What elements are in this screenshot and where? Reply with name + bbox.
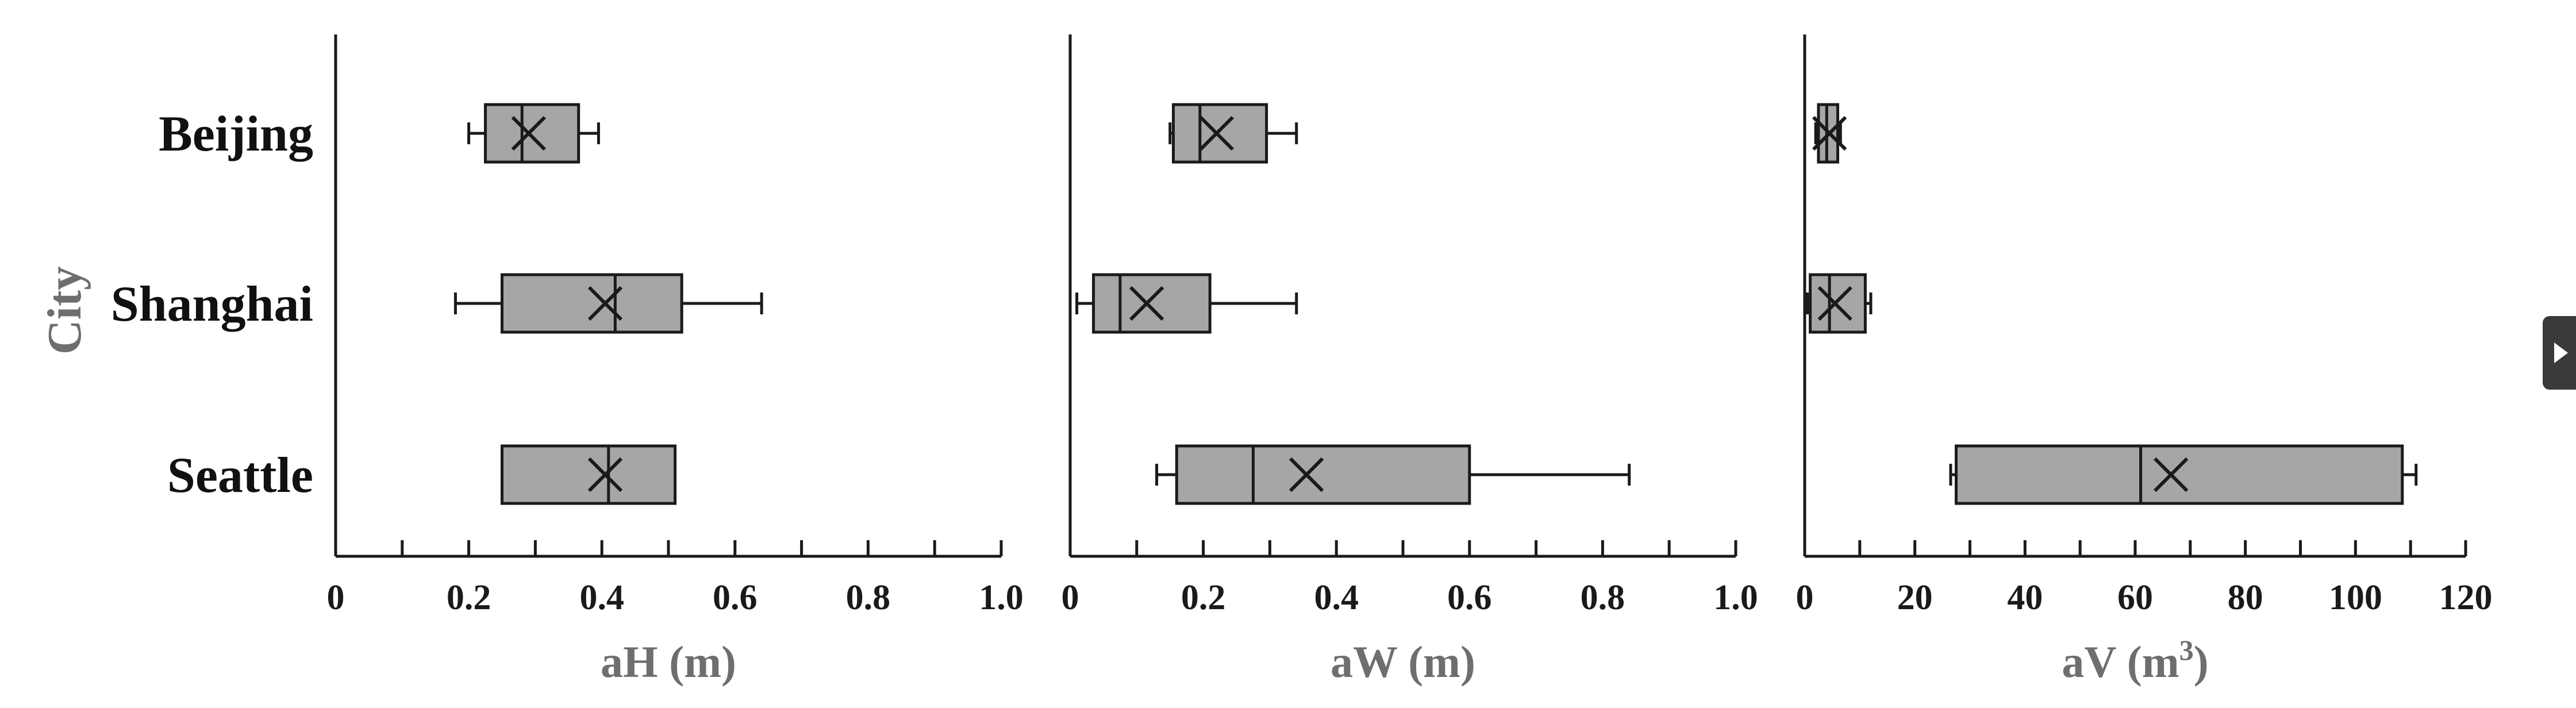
panel-3-tick-label: 100 <box>2329 578 2382 617</box>
panel-2-tick-label: 0.8 <box>1581 578 1625 617</box>
panel-1-tick-label: 1.0 <box>979 578 1024 617</box>
panel-1-tick-label: 0 <box>327 578 345 617</box>
panel-3-tick-label: 60 <box>2117 578 2153 617</box>
panel-3-tick-label: 20 <box>1897 578 1933 617</box>
panel-1-shanghai-box <box>501 273 683 334</box>
panel-2-tick-label: 0.6 <box>1447 578 1492 617</box>
panel-2-beijing-mean-marker <box>1199 116 1234 151</box>
panel-3-shanghai-mean-marker <box>1817 286 1852 321</box>
panel-2-seattle-mean-marker <box>1289 457 1324 492</box>
panel-1-shanghai-mean-marker <box>587 286 623 321</box>
panel-1-x-axis-title: aH (m) <box>601 637 736 687</box>
panel-3-tick-label: 80 <box>2228 578 2263 617</box>
panel-2-tick-label: 0.4 <box>1314 578 1359 617</box>
panel-3-x-axis-title-superscript: 3 <box>2179 634 2194 666</box>
panel-1-tick-label: 0.6 <box>713 578 758 617</box>
panel-1-tick-label: 0.8 <box>846 578 891 617</box>
panel-1-beijing-box <box>484 103 580 164</box>
panel-2-seattle-box <box>1175 444 1471 505</box>
panel-3-seattle-box <box>1955 444 2404 505</box>
panel-2-x-axis-title: aW (m) <box>1331 637 1475 687</box>
panel-3-x-axis-title: aV (m3) <box>2062 634 2208 687</box>
category-label-shanghai: Shanghai <box>111 276 313 332</box>
panel-3-tick-label: 0 <box>1796 578 1814 617</box>
panel-2-shanghai-mean-marker <box>1129 286 1164 321</box>
panel-1-seattle-mean-marker <box>587 457 623 492</box>
panel-3-tick-label: 120 <box>2439 578 2493 617</box>
panel-2-tick-label: 1.0 <box>1713 578 1758 617</box>
panel-3-x-axis-title-tail: ) <box>2194 637 2209 687</box>
y-axis-title: City <box>38 266 91 355</box>
panel-3-beijing-mean-marker <box>1812 116 1847 151</box>
panel-1-tick-label: 0.2 <box>447 578 491 617</box>
category-label-seattle: Seattle <box>167 448 313 503</box>
panel-3-shanghai-box <box>1809 273 1867 334</box>
panel-2-beijing-box <box>1171 103 1268 164</box>
play-icon <box>2554 343 2568 363</box>
panel-3-tick-label: 40 <box>2007 578 2043 617</box>
panel-3-seattle-mean-marker <box>2154 457 2189 492</box>
side-panel-toggle[interactable] <box>2543 316 2576 390</box>
panel-1-tick-label: 0.4 <box>579 578 624 617</box>
category-label-beijing: Beijing <box>159 106 313 162</box>
panel-2-tick-label: 0 <box>1062 578 1079 617</box>
panel-2-shanghai-box <box>1092 273 1212 334</box>
panel-2-tick-label: 0.2 <box>1181 578 1226 617</box>
panel-1-beijing-mean-marker <box>511 116 546 151</box>
panel-1-seattle-box <box>501 444 677 505</box>
